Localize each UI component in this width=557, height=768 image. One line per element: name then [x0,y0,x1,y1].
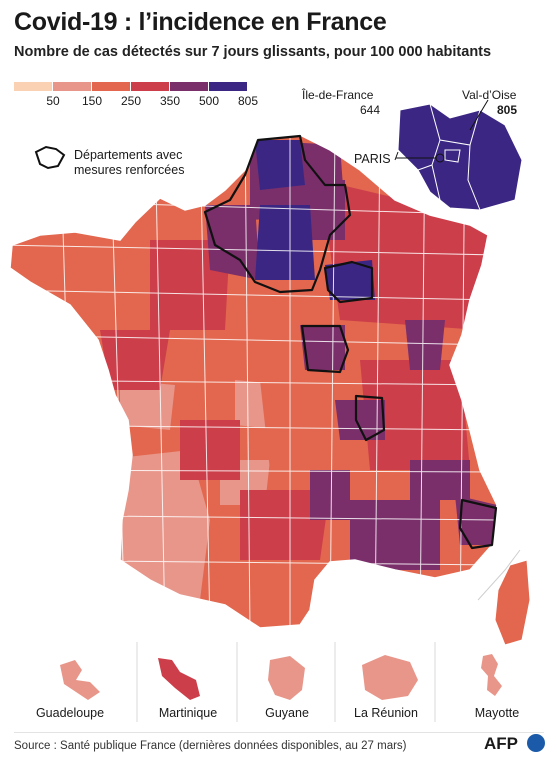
mainland-departments [10,135,497,628]
reinforced-legend: Départements avec mesures renforcées [36,148,184,178]
label-la-reunion: La Réunion [354,706,418,720]
valdoise-leader-line [469,99,489,131]
legend-tick-250: 250 [120,94,142,108]
martinique-shape [158,658,200,700]
valdoise-label: Val-d’Oise [462,88,517,102]
valdoise-value: 805 [497,103,518,117]
idf-value: 644 [360,103,381,117]
legend-tick-50: 50 [46,94,60,108]
legend-tick-150: 150 [81,94,103,108]
legend-tick-500: 500 [198,94,220,108]
legend-swatch-6 [209,82,247,91]
mainland-outline [9,134,498,629]
legend-swatch-4 [131,82,169,91]
legend-swatch-3 [92,82,130,91]
afp-logo-icon [527,734,545,752]
source-note: Source : Santé publique France (dernière… [14,740,407,752]
reinforced-legend-line-2: mesures renforcées [74,163,185,177]
ile-de-france-inset [397,103,523,211]
inset-boundaries [417,103,481,211]
paris-label: PARIS [354,152,391,166]
label-guadeloupe: Guadeloupe [35,706,105,720]
reinforced-legend-line-1: Départements avec [74,148,183,162]
mayotte-shape [481,654,502,696]
legend-swatch-2 [53,82,91,91]
footer-divider [14,732,544,733]
overseas-separators [136,642,436,722]
label-mayotte: Mayotte [474,706,520,720]
legend-swatch-1 [14,82,52,91]
page-title: Covid-19 : l’incidence en France [14,8,387,36]
legend-swatch-5 [170,82,208,91]
color-legend: 50 150 250 350 500 805 [14,82,258,110]
corsica-separator [477,549,521,601]
reinforced-legend-symbol [34,145,66,170]
reunion-shape [362,655,418,700]
reinforced-departments-outline [203,134,498,550]
corsica [494,559,531,646]
legend-tick-805: 805 [237,94,259,108]
page-subtitle: Nombre de cas détectés sur 7 jours gliss… [14,44,492,60]
afp-logo-text: AFP [484,734,518,753]
label-guyane: Guyane [265,706,309,720]
legend-tick-350: 350 [159,94,181,108]
guyane-shape [268,656,305,700]
label-martinique: Martinique [158,706,218,720]
idf-label: Île-de-France [302,88,374,102]
guadeloupe-shape [60,660,100,700]
